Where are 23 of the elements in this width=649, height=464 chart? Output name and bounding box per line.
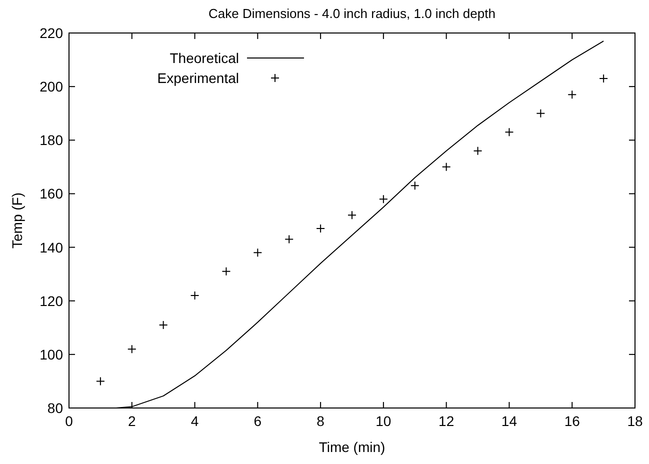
legend-label: Theoretical <box>170 50 239 66</box>
y-tick-label: 120 <box>40 292 64 309</box>
x-tick-label: 8 <box>316 413 325 429</box>
y-tick-label: 180 <box>40 132 64 148</box>
x-tick-label: 16 <box>564 413 580 429</box>
x-tick-label: 14 <box>501 413 518 429</box>
y-tick-label: 200 <box>40 78 64 95</box>
x-tick-label: 10 <box>376 413 392 429</box>
x-tick-label: 6 <box>254 413 262 429</box>
legend-label: Experimental <box>157 70 239 86</box>
x-tick-label: 2 <box>128 413 136 429</box>
y-tick-label: 160 <box>40 186 64 202</box>
chart-title: Cake Dimensions - 4.0 inch radius, 1.0 inch depth <box>208 6 496 21</box>
y-tick-label: 140 <box>40 239 64 256</box>
x-tick-label: 12 <box>438 413 454 429</box>
x-axis-title: Time (min) <box>318 439 386 455</box>
y-axis-title: Temp (F) <box>9 192 25 248</box>
y-tick-label: 220 <box>40 25 64 41</box>
y-tick-label: 100 <box>40 346 64 362</box>
x-tick-label: 18 <box>627 413 643 429</box>
x-tick-label: 0 <box>65 413 74 429</box>
x-tick-label: 4 <box>190 413 199 429</box>
y-tick-label: 80 <box>47 400 64 416</box>
